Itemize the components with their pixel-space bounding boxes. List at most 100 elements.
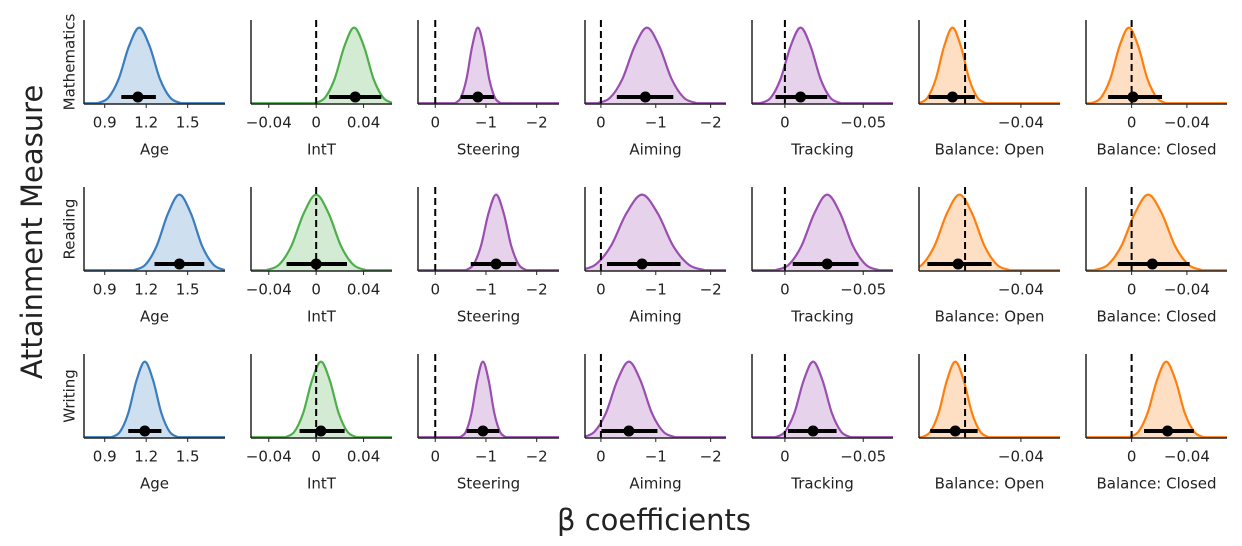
- x-tick-label: 0.04: [347, 114, 380, 132]
- x-tick-label: −1: [645, 114, 667, 132]
- density-line: [454, 26, 502, 104]
- figure-ylabel: Attainment Measure: [15, 85, 49, 380]
- density-line: [597, 26, 697, 104]
- x-tick-label: 0.9: [93, 114, 117, 132]
- x-tick-label: −0.05: [840, 114, 886, 132]
- x-tick-label: 0: [430, 114, 440, 132]
- density-line: [775, 193, 880, 271]
- x-tick-label: −2: [526, 448, 548, 466]
- x-tick-label: 0: [780, 114, 790, 132]
- x-axis-label: Age: [140, 308, 169, 326]
- density-area: [921, 361, 989, 438]
- estimate: [472, 91, 484, 103]
- estimate: [949, 425, 961, 437]
- x-axis-label: Age: [140, 475, 169, 493]
- density-line: [97, 26, 182, 104]
- density-area: [775, 194, 879, 271]
- density-area: [111, 361, 178, 438]
- panel: [84, 193, 225, 271]
- x-tick-label: 0: [311, 114, 321, 132]
- x-tick-label: 0: [430, 448, 440, 466]
- x-tick-label: 0: [780, 448, 790, 466]
- x-tick-label: 0.04: [347, 281, 380, 299]
- x-tick-label: 0: [311, 281, 321, 299]
- density-area: [1128, 361, 1204, 438]
- panel: [752, 20, 893, 104]
- panel: [418, 354, 559, 438]
- density-area: [919, 27, 987, 104]
- x-tick-label: 0.04: [347, 448, 380, 466]
- x-axis-label: IntT: [307, 141, 337, 159]
- density-area: [460, 361, 506, 438]
- x-tick-label: −1: [645, 448, 667, 466]
- estimate: [477, 425, 489, 437]
- panel: [418, 187, 559, 271]
- density-line: [919, 26, 987, 104]
- x-tick-label: 0: [1127, 281, 1137, 299]
- density-area: [133, 194, 225, 271]
- panel: [84, 26, 225, 104]
- x-tick-label: 1.5: [176, 448, 200, 466]
- panel: [585, 354, 726, 438]
- x-tick-label: 0: [596, 281, 606, 299]
- panel: [585, 20, 726, 104]
- density-area: [585, 194, 705, 271]
- x-tick-label: 1.2: [134, 281, 158, 299]
- panel: [84, 360, 225, 438]
- density-area: [597, 27, 697, 104]
- x-tick-label: −1: [475, 448, 497, 466]
- density-line: [1093, 193, 1203, 271]
- panel: [251, 20, 392, 104]
- density-line: [774, 360, 852, 438]
- panel: [919, 20, 1060, 104]
- x-tick-label: 0: [596, 448, 606, 466]
- x-tick-label: 0: [596, 114, 606, 132]
- x-tick-label: 0: [430, 281, 440, 299]
- estimate: [1162, 425, 1174, 437]
- x-tick-label: 0: [1127, 114, 1137, 132]
- density-line: [265, 193, 367, 271]
- x-tick-label: −2: [700, 114, 722, 132]
- x-axis-label: Balance: Open: [935, 475, 1045, 493]
- x-tick-label: −2: [700, 448, 722, 466]
- density-area: [455, 27, 501, 104]
- panel: [1086, 354, 1227, 438]
- x-axis-label: Balance: Open: [935, 308, 1045, 326]
- density-area: [760, 27, 841, 104]
- density-area: [314, 27, 392, 104]
- row-label: Reading: [61, 199, 79, 260]
- x-tick-label: −1: [645, 281, 667, 299]
- density-area: [585, 361, 675, 438]
- estimate: [1146, 258, 1158, 270]
- density-line: [284, 360, 358, 438]
- density-line: [921, 360, 990, 438]
- row-label: Writing: [61, 369, 79, 423]
- x-axis-label: IntT: [307, 308, 337, 326]
- x-axis-label: Steering: [457, 141, 520, 159]
- panel: [919, 187, 1060, 271]
- density-line: [111, 360, 179, 438]
- density-line: [585, 193, 705, 271]
- x-axis-label: Steering: [457, 475, 520, 493]
- density-line: [919, 193, 1011, 271]
- density-area: [775, 361, 851, 438]
- x-tick-label: −2: [526, 114, 548, 132]
- estimate: [795, 91, 807, 103]
- x-tick-label: −2: [700, 281, 722, 299]
- x-tick-label: 1.5: [176, 114, 200, 132]
- density-line: [459, 360, 507, 438]
- x-tick-label: −0.05: [840, 281, 886, 299]
- x-tick-label: −0.04: [1164, 281, 1210, 299]
- estimate: [1127, 91, 1139, 103]
- density-area: [465, 194, 527, 271]
- panel: [1086, 187, 1227, 271]
- x-axis-label: Balance: Open: [935, 141, 1045, 159]
- panel: [752, 354, 893, 438]
- estimate: [623, 425, 635, 437]
- estimate: [139, 425, 151, 437]
- x-tick-label: −1: [475, 114, 497, 132]
- estimate: [807, 425, 819, 437]
- panel: [1086, 20, 1227, 104]
- x-axis-label: Aiming: [629, 475, 681, 493]
